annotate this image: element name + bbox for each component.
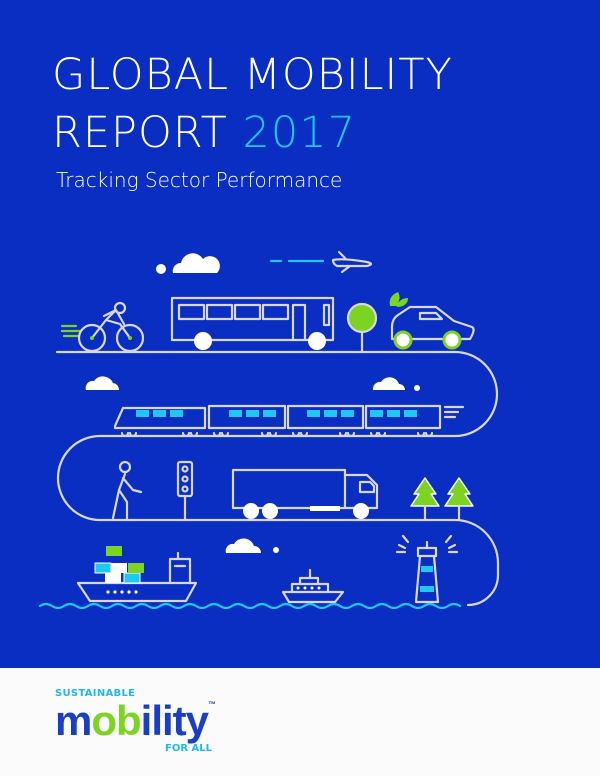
logo-word-oo: ob: [91, 697, 141, 744]
logo-trademark: ™: [208, 700, 216, 709]
report-subtitle: Tracking Sector Performance: [56, 168, 343, 192]
pine-tree-icon: [410, 477, 474, 522]
logo-wordmark: mobility™: [55, 700, 216, 742]
report-year: 2017: [242, 108, 356, 158]
report-title: GLOBAL MOBILITY REPORT 2017: [52, 46, 453, 162]
train-icon: [113, 404, 465, 438]
bus-icon: [170, 296, 335, 350]
logo-word-end: ility: [140, 697, 209, 744]
cloud-icon: [225, 538, 279, 553]
cyclist-icon: [60, 301, 145, 353]
road-path: [55, 350, 500, 607]
cloud-icon: [372, 377, 420, 391]
ferry-icon: [281, 568, 345, 604]
logo-word-start: m: [55, 697, 92, 744]
cloud-icon: [85, 376, 120, 390]
truck-icon: [231, 468, 379, 519]
airplane-icon: [269, 250, 373, 274]
electric-car-icon: [389, 292, 475, 350]
sustainable-mobility-logo: SUSTAINABLE mobility™ FOR ALL: [55, 688, 275, 758]
traffic-light-icon: [176, 460, 194, 522]
logo-bottom-text: FOR ALL: [165, 743, 212, 754]
tree-icon: [346, 302, 378, 354]
footer: SUSTAINABLE mobility™ FOR ALL: [0, 668, 600, 776]
lighthouse-icon: [395, 534, 459, 604]
pedestrian-icon: [111, 460, 143, 520]
transport-illustration: [38, 250, 500, 610]
logo-top-text: SUSTAINABLE: [55, 688, 136, 699]
cloud-icon: [156, 253, 220, 274]
title-line-2: REPORT: [52, 108, 228, 158]
title-line-1: GLOBAL MOBILITY: [52, 50, 453, 100]
water-waves: [38, 602, 462, 610]
cargo-ship-icon: [76, 546, 198, 603]
cover: GLOBAL MOBILITY REPORT 2017 Tracking Sec…: [0, 0, 600, 668]
